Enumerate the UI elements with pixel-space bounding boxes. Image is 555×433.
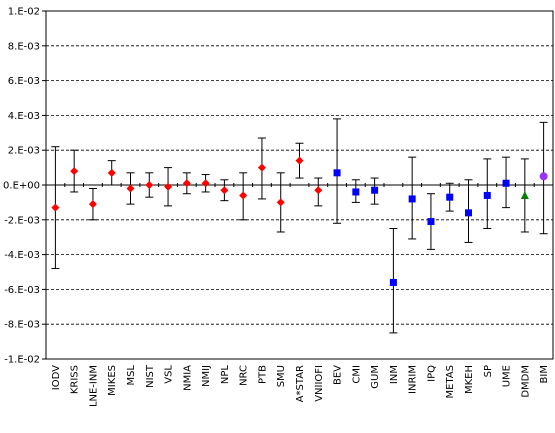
- y-tick-label: -6.E-03: [4, 285, 40, 296]
- plot-frame: [45, 10, 554, 360]
- x-tick-label: NPL: [220, 365, 231, 385]
- data-point-SP: [483, 191, 491, 199]
- x-axis: IODV KRISS LNE-INM MIKES MSL NIST VSL NMIA NMIJ N…: [45, 183, 554, 407]
- x-tick-label: MIKES: [107, 365, 118, 396]
- data-point-IPQ: [427, 218, 435, 226]
- x-tick-label: GUM: [370, 365, 381, 389]
- x-tick-label: UME: [502, 365, 513, 387]
- x-tick-label: INRIM: [408, 365, 419, 394]
- data-point-VSL: [164, 182, 173, 191]
- x-tick-label: NMIA: [182, 365, 193, 391]
- data-point-IODV: [51, 203, 60, 212]
- y-axis: -1.E-02 -8.E-03 -6.E-03 -4.E-03 -2.E-03 0.E+0…: [3, 7, 46, 366]
- data-point-PTB: [257, 163, 266, 172]
- x-tick-label: MKEH: [464, 365, 475, 394]
- data-point-DMDM: [520, 190, 529, 199]
- y-tick-label: 6.E-03: [8, 76, 40, 87]
- data-point-VNIIOFI: [314, 186, 323, 195]
- data-point-A*STAR: [295, 156, 304, 165]
- x-tick-label: NIST: [145, 364, 156, 388]
- error-bars: [51, 118, 548, 334]
- data-point-NRC: [239, 191, 248, 200]
- x-tick-label: NRC: [239, 365, 250, 386]
- data-point-NPL: [220, 186, 229, 195]
- data-point-INM: [389, 278, 397, 286]
- data-point-LNE-INM: [88, 200, 97, 209]
- data-point-UME: [502, 179, 510, 187]
- x-tick-label: SMU: [276, 365, 287, 387]
- x-tick-label: METAS: [445, 365, 456, 398]
- x-tick-label: IPQ: [426, 365, 437, 382]
- y-tick-label: -1.E-02: [4, 355, 40, 366]
- x-tick-label: BIM: [539, 365, 550, 383]
- x-tick-label: IODV: [51, 365, 62, 390]
- x-tick-label: CMI: [351, 365, 362, 384]
- x-tick-label: VSL: [164, 365, 175, 384]
- x-tick-label: MSL: [126, 365, 137, 386]
- data-point-BIM: [539, 172, 548, 181]
- x-tick-label: KRISS: [70, 365, 81, 394]
- y-tick-label: -8.E-03: [4, 320, 40, 331]
- data-point-SMU: [276, 198, 285, 207]
- data-point-MSL: [126, 184, 135, 193]
- data-point-NIST: [145, 181, 154, 189]
- x-tick-label: BEV: [333, 365, 344, 385]
- markers: [51, 156, 548, 286]
- x-tick-label: NMIJ: [201, 365, 212, 387]
- data-point-MKEH: [465, 209, 472, 217]
- data-point-NMIA: [182, 179, 191, 188]
- data-point-METAS: [446, 193, 454, 201]
- x-tick-label: LNE-INM: [88, 365, 99, 407]
- data-point-GUM: [371, 186, 379, 194]
- x-tick-label: DMDM: [520, 365, 531, 398]
- x-tick-label: A*STAR: [295, 365, 306, 402]
- y-tick-label: 0.E+00: [3, 181, 40, 192]
- y-tick-label: 4.E-03: [8, 111, 40, 122]
- x-tick-label: PTB: [257, 365, 268, 384]
- x-tick-label: SP: [483, 365, 494, 377]
- y-tick-label: 2.E-03: [8, 146, 40, 157]
- data-point-INRIM: [408, 195, 416, 203]
- y-tick-label: 1.E-02: [8, 7, 40, 18]
- data-point-CMI: [352, 188, 360, 196]
- data-point-BEV: [333, 169, 341, 177]
- y-tick-label: -2.E-03: [4, 215, 40, 226]
- y-tick-label: 8.E-03: [8, 41, 40, 52]
- data-point-MIKES: [107, 168, 116, 177]
- data-point-NMIJ: [201, 179, 210, 188]
- y-tick-label: -4.E-03: [4, 250, 40, 261]
- x-tick-label: INM: [389, 365, 400, 384]
- x-tick-label: VNIIOFI: [314, 365, 325, 402]
- data-point-KRISS: [70, 167, 79, 176]
